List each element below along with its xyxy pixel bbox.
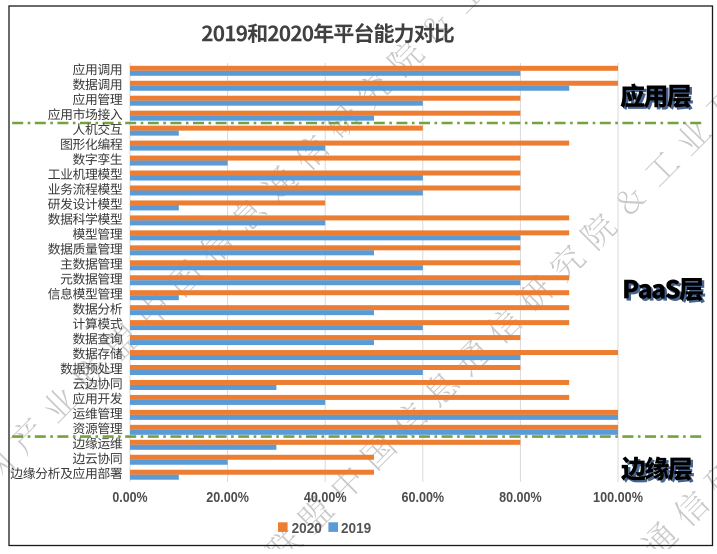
svg-text:0.00%: 0.00% <box>112 490 147 506</box>
svg-text:100.00%: 100.00% <box>593 490 643 506</box>
svg-text:20.00%: 20.00% <box>206 490 249 506</box>
svg-text:60.00%: 60.00% <box>402 490 445 506</box>
svg-text:2019: 2019 <box>341 521 371 537</box>
svg-text:2020: 2020 <box>292 521 322 537</box>
svg-text:40.00%: 40.00% <box>304 490 347 506</box>
svg-text:80.00%: 80.00% <box>499 490 542 506</box>
